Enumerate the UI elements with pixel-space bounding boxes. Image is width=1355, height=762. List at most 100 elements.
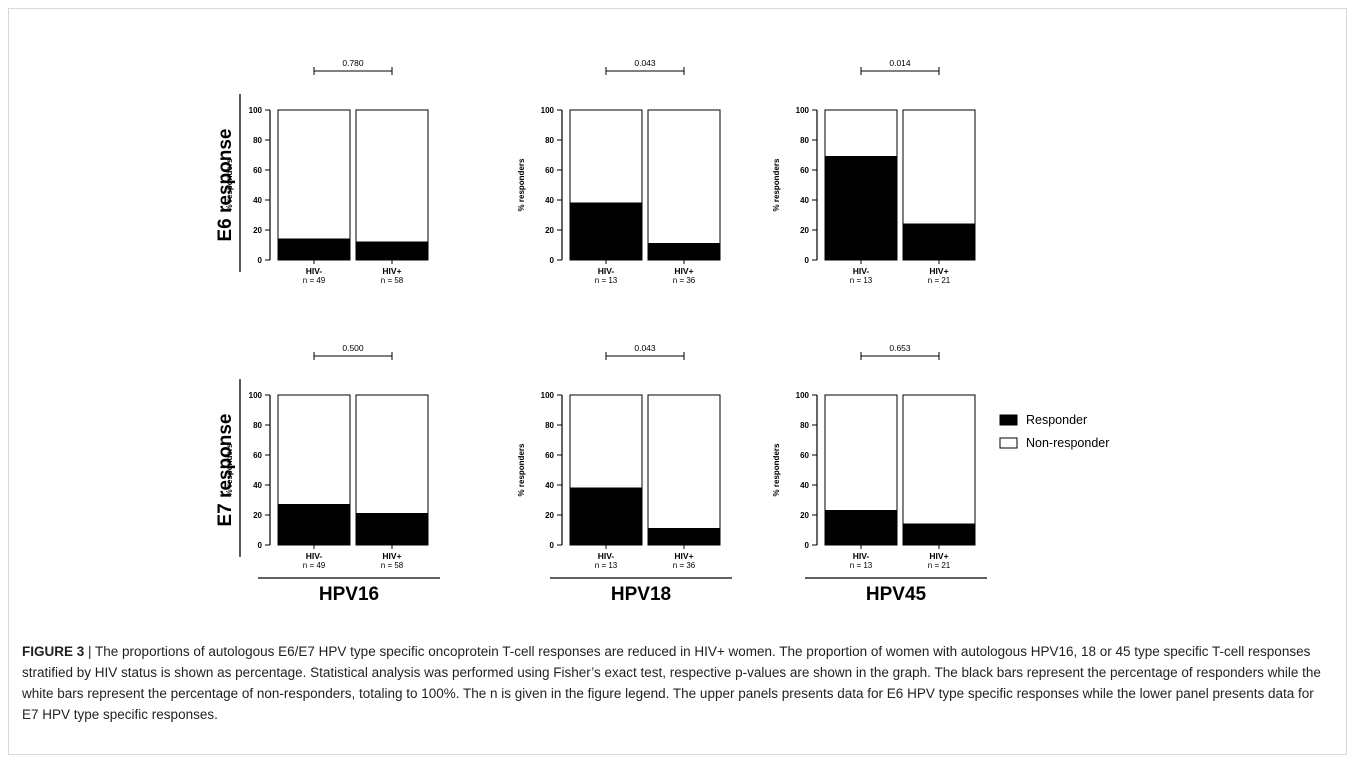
panel-r1c1-ytick-label-0: 0 (550, 541, 555, 550)
column-label-1: HPV18 (611, 584, 671, 605)
caption-separator: | (84, 644, 96, 659)
panel-r1c0-ytick-label-0: 0 (258, 541, 263, 550)
panel-r0c0-ytick-label-20: 20 (253, 226, 262, 235)
panel-r1c2-group-label-1: HIV+ (929, 551, 948, 561)
panel-r0c1-ytick-label-60: 60 (545, 166, 554, 175)
panel-r0c0-ytick-label-80: 80 (253, 136, 262, 145)
column-label-2: HPV45 (866, 584, 927, 605)
panel-r0c2-bar-responder-0 (824, 156, 898, 261)
panel-r1c1-group-label-1: HIV+ (674, 551, 693, 561)
panel-r1c1-ytick-label-60: 60 (545, 451, 554, 460)
legend-label-1: Non-responder (1026, 436, 1109, 450)
panel-r1c2-ytick-label-60: 60 (800, 451, 809, 460)
panel-r0c2-ytick-label-80: 80 (800, 136, 809, 145)
figure-frame (8, 8, 1347, 755)
panel-r0c1-bar-responder-1 (647, 243, 721, 261)
panel-r1c0-group-n-0: n = 49 (303, 561, 326, 570)
panel-r0c2-ytick-label-60: 60 (800, 166, 809, 175)
panel-r1c1-bar-responder-1 (647, 528, 721, 546)
panel-r1c1-ytick-label-20: 20 (545, 511, 554, 520)
panel-r1c0-group-label-1: HIV+ (382, 551, 401, 561)
panel-r0c0-ytick-label-0: 0 (258, 256, 263, 265)
caption-text: The proportions of autologous E6/E7 HPV … (22, 644, 1321, 722)
panel-r1c2-ytick-label-80: 80 (800, 421, 809, 430)
panel-r1c2-pvalue: 0.653 (889, 343, 911, 353)
caption-label: FIGURE 3 (22, 644, 85, 659)
panel-r0c0-group-n-1: n = 58 (381, 276, 404, 285)
panel-r0c0-bar-responder-1 (355, 241, 429, 261)
panel-r0c1-group-n-1: n = 36 (673, 276, 696, 285)
panel-r0c2-ytick-label-0: 0 (805, 256, 810, 265)
panel-r1c0-group-label-0: HIV- (306, 551, 323, 561)
panel-r0c0-pvalue: 0.780 (342, 58, 364, 68)
panel-r1c0-bar-responder-1 (355, 513, 429, 546)
panel-r1c0-ytick-label-20: 20 (253, 511, 262, 520)
panel-r0c1-ytick-label-20: 20 (545, 226, 554, 235)
panel-r0c2-ytick-label-20: 20 (800, 226, 809, 235)
figure-caption: FIGURE 3 | The proportions of autologous… (22, 641, 1332, 725)
panel-r0c1-group-n-0: n = 13 (595, 276, 618, 285)
panel-r1c2-bar-responder-1 (902, 523, 976, 546)
panel-r1c0-ytick-label-80: 80 (253, 421, 262, 430)
panel-r1c2-ytick-label-20: 20 (800, 511, 809, 520)
panel-r1c2-ytick-label-0: 0 (805, 541, 810, 550)
panel-r0c0-group-n-0: n = 49 (303, 276, 326, 285)
panel-r0c2-group-n-1: n = 21 (928, 276, 951, 285)
panel-r0c2-pvalue: 0.014 (889, 58, 911, 68)
row-label-1: E7 response (215, 414, 236, 527)
panel-r0c0-bar-nonresponder-1 (355, 109, 429, 261)
panel-r0c1-ylabel: % responders (517, 158, 526, 211)
panel-r1c1-pvalue: 0.043 (634, 343, 656, 353)
panel-r1c2-ylabel: % responders (772, 443, 781, 496)
panel-r0c2-bar-responder-1 (902, 223, 976, 261)
panel-r1c1-ytick-label-100: 100 (541, 391, 555, 400)
panel-r0c0-group-label-0: HIV- (306, 266, 323, 276)
panel-r1c1-bar-responder-0 (569, 487, 643, 546)
legend-swatch-0 (999, 414, 1018, 426)
panel-r1c0-pvalue: 0.500 (342, 343, 364, 353)
panel-r1c1-group-n-1: n = 36 (673, 561, 696, 570)
panel-r1c1-ytick-label-80: 80 (545, 421, 554, 430)
panel-r0c1-pvalue: 0.043 (634, 58, 656, 68)
panel-r0c0-ytick-label-40: 40 (253, 196, 262, 205)
panel-r1c0-bar-responder-0 (277, 504, 351, 546)
panel-r1c2-bar-responder-0 (824, 510, 898, 546)
panel-r0c1-ytick-label-80: 80 (545, 136, 554, 145)
panel-r0c0-bar-nonresponder-0 (277, 109, 351, 261)
panel-r0c2-ylabel: % responders (772, 158, 781, 211)
panel-r0c1-group-label-1: HIV+ (674, 266, 693, 276)
row-label-0: E6 response (215, 129, 236, 242)
panel-r0c1-bar-responder-0 (569, 202, 643, 261)
panel-r1c2-bar-nonresponder-1 (902, 394, 976, 546)
panel-r0c2-group-label-1: HIV+ (929, 266, 948, 276)
panel-r0c0-group-label-1: HIV+ (382, 266, 401, 276)
panel-r1c1-ytick-label-40: 40 (545, 481, 554, 490)
panel-r1c0-ytick-label-100: 100 (249, 391, 263, 400)
panel-r0c0-ylabel: % responders (225, 158, 234, 211)
panel-r1c0-group-n-1: n = 58 (381, 561, 404, 570)
panel-r1c1-bar-nonresponder-1 (647, 394, 721, 546)
panel-r1c1-group-n-0: n = 13 (595, 561, 618, 570)
legend-label-0: Responder (1026, 413, 1087, 427)
panel-r1c0-ytick-label-40: 40 (253, 481, 262, 490)
panel-r1c0-ytick-label-60: 60 (253, 451, 262, 460)
panel-r0c2-ytick-label-100: 100 (796, 106, 810, 115)
panel-r0c1-ytick-label-0: 0 (550, 256, 555, 265)
panel-r0c0-ytick-label-60: 60 (253, 166, 262, 175)
panel-r1c2-ytick-label-100: 100 (796, 391, 810, 400)
panel-r1c2-group-n-0: n = 13 (850, 561, 873, 570)
panel-r1c2-group-n-1: n = 21 (928, 561, 951, 570)
panel-r0c1-ytick-label-100: 100 (541, 106, 555, 115)
panel-r1c1-ylabel: % responders (517, 443, 526, 496)
column-label-0: HPV16 (319, 584, 379, 605)
panel-r1c0-ylabel: % responders (225, 443, 234, 496)
panel-r0c1-ytick-label-40: 40 (545, 196, 554, 205)
panel-r0c2-ytick-label-40: 40 (800, 196, 809, 205)
panel-r0c0-bar-responder-0 (277, 238, 351, 261)
panel-r0c0-ytick-label-100: 100 (249, 106, 263, 115)
panel-r0c2-group-n-0: n = 13 (850, 276, 873, 285)
panel-r0c1-bar-nonresponder-1 (647, 109, 721, 261)
panel-r0c2-group-label-0: HIV- (853, 266, 870, 276)
panel-r1c2-group-label-0: HIV- (853, 551, 870, 561)
